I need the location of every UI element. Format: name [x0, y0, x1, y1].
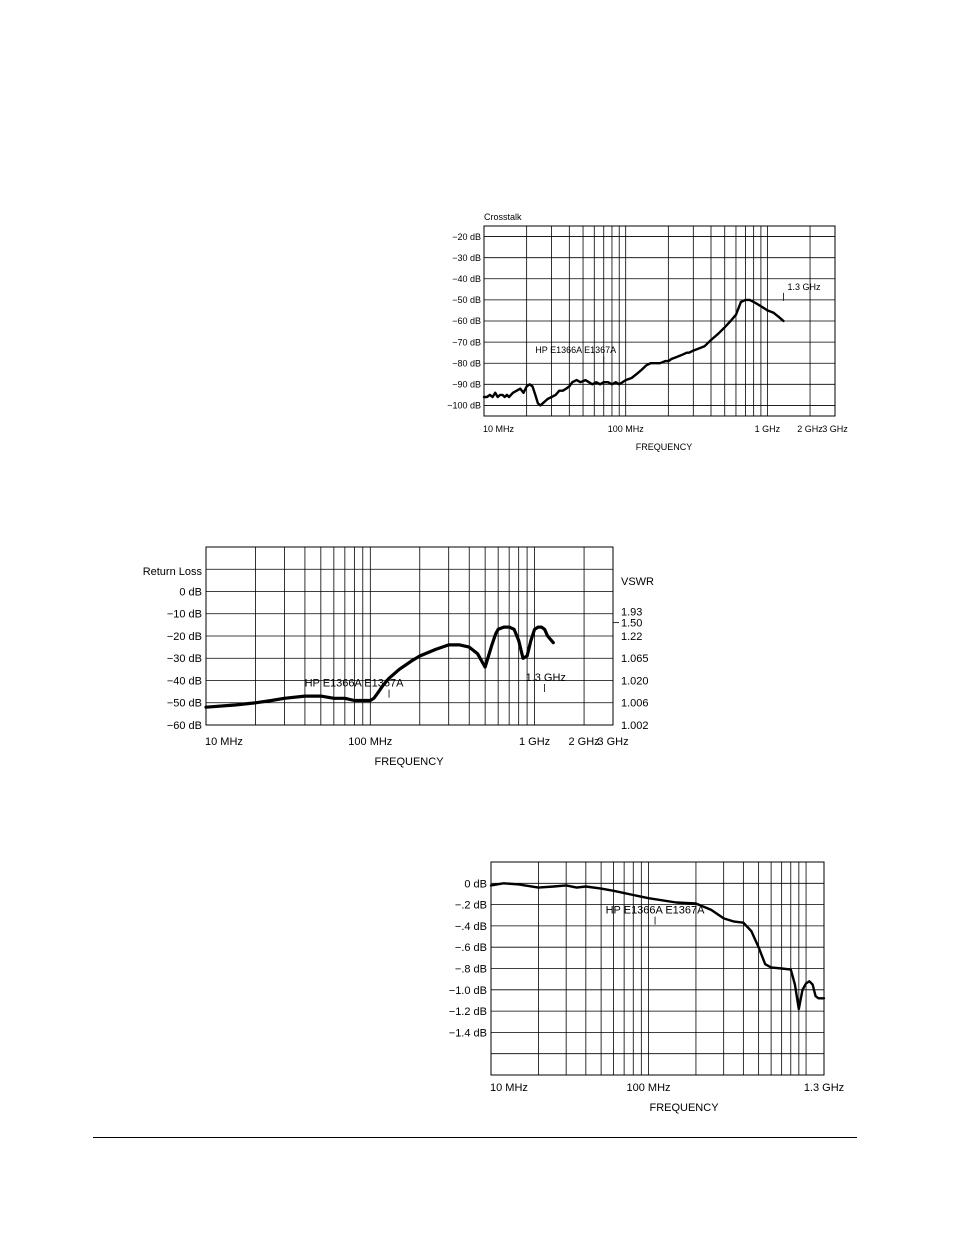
- crosstalk-y-tick-2: −40 dB: [452, 274, 481, 284]
- crosstalk-x-tick-3: 2 GHz: [797, 424, 823, 434]
- return-loss-y-tick-4: −40 dB: [167, 675, 202, 687]
- insertion-loss-x-ticks: 10 MHz 100 MHz 1.3 GHz: [490, 1082, 844, 1094]
- return-loss-vswr-tick-2: 1.22: [621, 631, 642, 643]
- return-loss-y-tick-3: −30 dB: [167, 653, 202, 665]
- crosstalk-x-tick-0: 10 MHz: [483, 424, 515, 434]
- return-loss-annotation-1: 1.3 GHz: [526, 672, 566, 684]
- return-loss-frame: [205, 546, 614, 726]
- crosstalk-series-line: [482, 298, 785, 407]
- insertion-loss-y-tick-7: −1.4 dB: [449, 1027, 487, 1039]
- crosstalk-x-tick-2: 1 GHz: [755, 424, 781, 434]
- return-loss-vswr-tick-5: 1.006: [621, 698, 649, 710]
- insertion-loss-y-tick-4: −.8 dB: [455, 963, 487, 975]
- crosstalk-frame: [483, 225, 836, 417]
- return-loss-x-tick-4: 3 GHz: [597, 736, 628, 748]
- return-loss-x-tick-3: 2 GHz: [568, 736, 599, 748]
- return-loss-annotations: HP E1366A E1367A 1.3 GHz: [305, 672, 566, 698]
- return-loss-vswr-tick-1: 1.50: [621, 618, 642, 630]
- return-loss-x-tick-0: 10 MHz: [205, 736, 243, 748]
- return-loss-vswr-tick-4: 1.020: [621, 675, 649, 687]
- insertion-loss-x-tick-0: 10 MHz: [490, 1082, 528, 1094]
- insertion-loss-frame: [490, 861, 825, 1076]
- return-loss-x-tick-1: 100 MHz: [348, 736, 392, 748]
- crosstalk-x-ticks: 10 MHz 100 MHz 1 GHz 2 GHz 3 GHz: [483, 424, 848, 434]
- crosstalk-y-ticks: −20 dB −30 dB −40 dB −50 dB −60 dB −70 dB −80 …: [447, 232, 481, 411]
- insertion-loss-y-ticks: 0 dB −.2 dB −.4 dB −.6 dB −.8 dB −1.0 dB −1.2 …: [449, 878, 487, 1039]
- crosstalk-y-tick-7: −90 dB: [452, 380, 481, 390]
- insertion-loss-annotations: HP E1366A E1367A: [606, 905, 706, 925]
- crosstalk-y-tick-6: −80 dB: [452, 358, 481, 368]
- return-loss-title: Return Loss: [143, 566, 203, 578]
- crosstalk-x-tick-4: 3 GHz: [822, 424, 848, 434]
- crosstalk-x-tick-1: 100 MHz: [608, 424, 645, 434]
- return-loss-grid: [206, 547, 613, 725]
- return-loss-vswr-tick-3: 1.065: [621, 653, 649, 665]
- insertion-loss-annotation-0: HP E1366A E1367A: [606, 905, 706, 917]
- crosstalk-annotations: HP E1366A E1367A 1.3 GHz: [535, 282, 822, 365]
- crosstalk-y-tick-5: −70 dB: [452, 337, 481, 347]
- insertion-loss-x-tick-2: 1.3 GHz: [804, 1082, 844, 1094]
- return-loss-x-axis-label: FREQUENCY: [374, 756, 444, 768]
- crosstalk-y-tick-4: −60 dB: [452, 316, 481, 326]
- footer-rule: [93, 1137, 857, 1138]
- crosstalk-y-tick-8: −100 dB: [447, 401, 481, 411]
- return-loss-vswr-ticks: 1.931.501.22 1.065 1.020 1.006 1.002: [613, 607, 649, 732]
- insertion-loss-y-tick-2: −.4 dB: [455, 921, 487, 933]
- insertion-loss-x-axis-label: FREQUENCY: [649, 1102, 719, 1114]
- return-loss-series-line: [204, 625, 555, 709]
- insertion-loss-y-tick-5: −1.0 dB: [449, 985, 487, 997]
- return-loss-vswr-tick-6: 1.002: [621, 720, 649, 732]
- crosstalk-grid: [484, 226, 835, 416]
- return-loss-vswr-label: VSWR: [621, 576, 654, 588]
- return-loss-x-tick-2: 1 GHz: [519, 736, 550, 748]
- crosstalk-title: Crosstalk: [484, 212, 522, 222]
- return-loss-y-tick-6: −60 dB: [167, 720, 202, 732]
- insertion-loss-y-tick-6: −1.2 dB: [449, 1006, 487, 1018]
- crosstalk-y-tick-3: −50 dB: [452, 295, 481, 305]
- crosstalk-x-axis-label: FREQUENCY: [636, 442, 693, 452]
- insertion-loss-y-tick-3: −.6 dB: [455, 942, 487, 954]
- crosstalk-y-tick-0: −20 dB: [452, 232, 481, 242]
- insertion-loss-y-tick-0: 0 dB: [464, 878, 487, 890]
- return-loss-y-tick-1: −10 dB: [167, 609, 202, 621]
- return-loss-y-tick-2: −20 dB: [167, 631, 202, 643]
- crosstalk-annotation-0: HP E1366A E1367A: [535, 345, 616, 355]
- return-loss-y-tick-5: −50 dB: [167, 698, 202, 710]
- crosstalk-y-tick-1: −30 dB: [452, 253, 481, 263]
- return-loss-annotation-0: HP E1366A E1367A: [305, 678, 405, 690]
- return-loss-y-tick-0: 0 dB: [179, 586, 202, 598]
- return-loss-vswr-tick-0: 1.93: [621, 607, 642, 619]
- return-loss-y-ticks: 0 dB −10 dB −20 dB −30 dB −40 dB −50 dB −60 dB: [167, 586, 202, 732]
- insertion-loss-y-tick-1: −.2 dB: [455, 900, 487, 912]
- crosstalk-annotation-1: 1.3 GHz: [788, 282, 822, 292]
- insertion-loss-x-tick-1: 100 MHz: [627, 1082, 671, 1094]
- insertion-loss-grid: [491, 862, 824, 1075]
- insertion-loss-series-line: [489, 882, 826, 1011]
